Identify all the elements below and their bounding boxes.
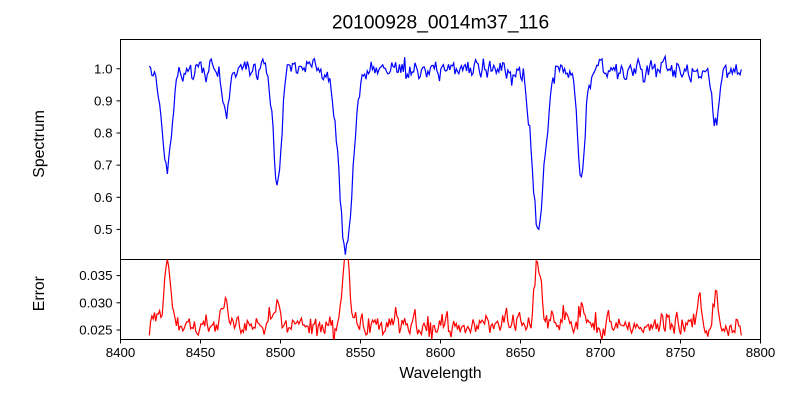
- svg-text:8400: 8400: [106, 345, 136, 360]
- svg-text:8750: 8750: [666, 345, 696, 360]
- svg-text:8550: 8550: [346, 345, 376, 360]
- svg-text:0.035: 0.035: [79, 268, 112, 283]
- svg-text:Spectrum: Spectrum: [31, 110, 48, 178]
- svg-text:8500: 8500: [266, 345, 296, 360]
- svg-text:0.025: 0.025: [79, 323, 112, 338]
- svg-text:0.5: 0.5: [94, 222, 113, 237]
- svg-text:Error: Error: [31, 276, 48, 311]
- svg-text:8450: 8450: [186, 345, 216, 360]
- svg-text:8600: 8600: [426, 345, 456, 360]
- svg-text:1.0: 1.0: [94, 61, 113, 76]
- svg-text:Wavelength: Wavelength: [399, 365, 481, 382]
- svg-text:0.8: 0.8: [94, 126, 113, 141]
- svg-text:20100928_0014m37_116: 20100928_0014m37_116: [332, 13, 549, 34]
- svg-text:8700: 8700: [586, 345, 616, 360]
- svg-text:8650: 8650: [506, 345, 536, 360]
- svg-text:0.7: 0.7: [94, 158, 113, 173]
- svg-text:8800: 8800: [746, 345, 776, 360]
- svg-text:0.030: 0.030: [79, 295, 112, 310]
- svg-text:0.6: 0.6: [94, 190, 113, 205]
- svg-text:0.9: 0.9: [94, 93, 113, 108]
